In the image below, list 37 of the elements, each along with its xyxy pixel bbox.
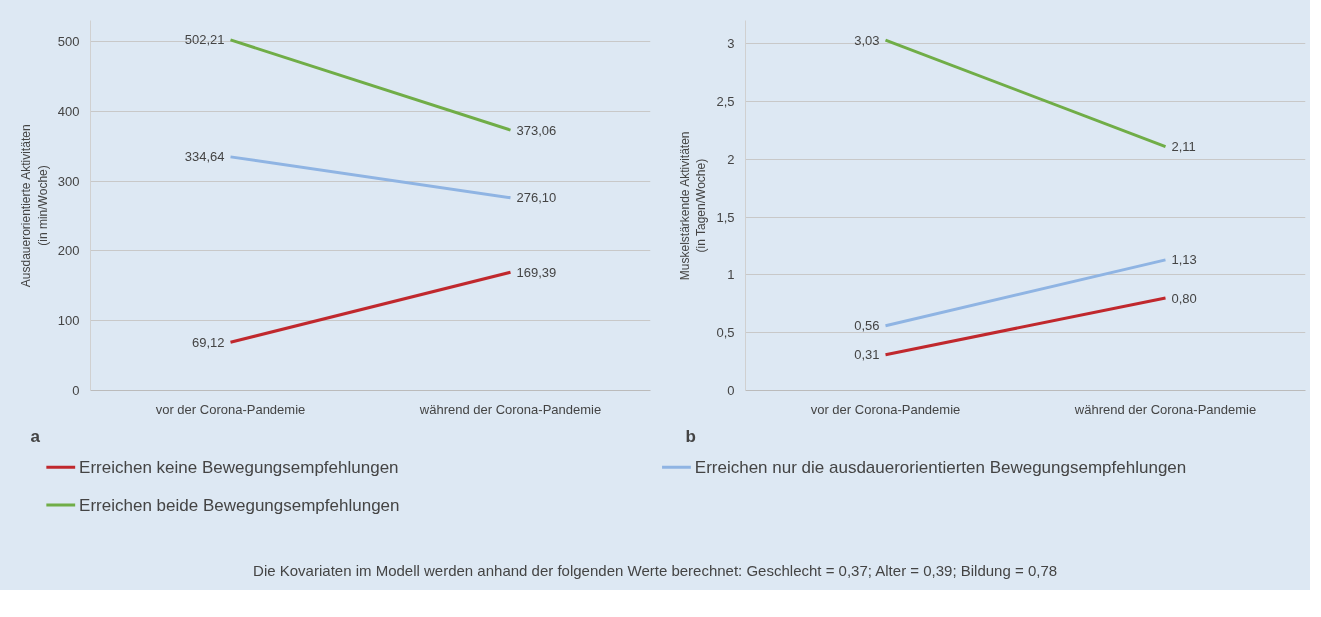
y-axis-title: Muskelstärkende Aktivitäten (in Tagen/Woche) [677,131,709,281]
data-label: 334,64 [184,149,225,165]
data-label: 0,31 [854,347,880,363]
x-tick-label: während der Corona-Pandemie [1073,401,1257,417]
y-tick-label: 2 [727,151,735,167]
y-tick-label: 0,5 [716,325,735,341]
x-tick-label: vor der Corona-Pandemie [810,401,961,417]
y-tick-label: 200 [57,243,80,259]
legend-label: Erreichen beide Bewegungsempfehlungen [79,495,400,515]
data-label: 0,56 [854,318,880,334]
x-tick-label: während der Corona-Pandemie [418,401,602,417]
y-tick-label: 300 [57,173,80,189]
data-label: 502,21 [184,32,225,48]
data-label: 69,12 [191,334,225,350]
x-tick-label: vor der Corona-Pandemie [155,401,306,417]
text: Die Kovariaten im Modell werden anhand der folgenden Werte berechnet: Geschlecht = 0,37; Alter = 0,39; Bildung = 0,78 [253,561,1058,579]
y-tick-label: 400 [57,103,80,119]
data-label: 3,03 [854,32,880,48]
text: b [685,426,696,446]
y-tick-label: 1,5 [716,209,735,225]
y-axis-title: Ausdauerorientierte Aktivitäten (in min/Woche) [19,124,50,288]
data-label: 373,06 [516,122,557,138]
data-label: 169,39 [516,264,557,280]
legend-label: Erreichen nur die ausdauerorientierten Bewegungsempfehlungen [694,457,1187,477]
y-tick-label: 2,5 [716,93,735,109]
y-tick-label: 100 [57,313,80,329]
y-tick-label: 0 [72,383,80,398]
data-label: 276,10 [516,190,557,206]
y-tick-label: 500 [57,33,80,49]
data-label: 2,11 [1171,139,1196,155]
legend-label: Erreichen keine Bewegungsempfehlungen [79,457,399,477]
text: a [30,426,41,446]
y-tick-label: 3 [727,36,735,52]
data-label: 1,13 [1171,252,1197,268]
y-tick-label: 0 [727,383,735,398]
data-label: 0,80 [1171,290,1197,306]
y-tick-label: 1 [727,267,735,283]
